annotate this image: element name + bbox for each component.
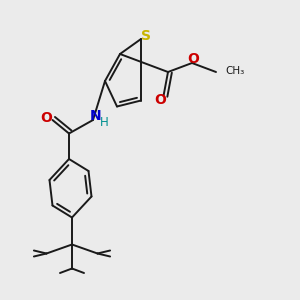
Text: O: O	[187, 52, 199, 66]
Text: O: O	[40, 111, 52, 124]
Text: CH₃: CH₃	[225, 65, 244, 76]
Text: N: N	[90, 110, 102, 123]
Text: O: O	[154, 93, 166, 106]
Text: H: H	[100, 116, 109, 130]
Text: S: S	[140, 29, 151, 43]
